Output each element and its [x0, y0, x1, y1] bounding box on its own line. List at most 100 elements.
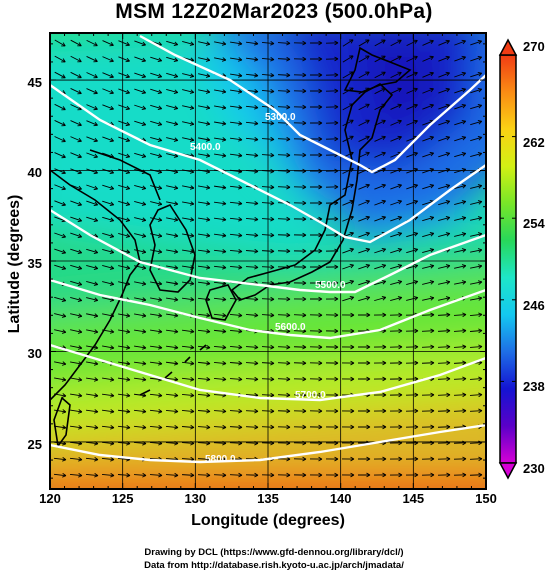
wind-arrow	[149, 424, 163, 430]
wind-arrow	[150, 104, 163, 110]
wind-arrow	[86, 200, 99, 207]
wind-arrow	[165, 345, 179, 350]
wind-arrow	[245, 168, 259, 174]
wind-arrow	[406, 280, 419, 285]
wind-arrow	[198, 185, 211, 190]
wind-arrow	[342, 71, 354, 79]
wind-arrow	[181, 297, 195, 302]
credit-data: Data from http://database.rish.kyoto-u.a…	[144, 560, 404, 571]
wind-arrow	[358, 103, 370, 111]
wind-arrow	[166, 185, 179, 190]
wind-arrow	[197, 440, 211, 446]
wind-arrow	[389, 408, 403, 414]
wind-arrow	[358, 71, 370, 79]
wind-arrow	[117, 377, 131, 382]
wind-arrow	[406, 296, 419, 301]
contour-label: 5700.0	[295, 390, 326, 401]
wind-arrow	[165, 472, 179, 478]
wind-arrow	[198, 121, 211, 126]
wind-arrow	[86, 39, 98, 47]
wind-arrow	[214, 89, 227, 94]
wind-arrow	[245, 105, 259, 110]
wind-arrow	[341, 472, 355, 478]
wind-arrow	[118, 152, 131, 159]
wind-arrow	[86, 88, 98, 95]
wind-arrow	[422, 296, 435, 301]
wind-arrow	[197, 360, 211, 366]
wind-arrow	[85, 425, 99, 430]
wind-arrow	[70, 216, 83, 223]
wind-arrow	[341, 408, 355, 414]
wind-arrow	[133, 409, 147, 414]
wind-arrow	[182, 121, 195, 126]
wind-arrow	[245, 472, 259, 478]
wind-arrow	[229, 264, 243, 270]
wind-arrow	[390, 199, 402, 206]
wind-arrow	[309, 232, 323, 238]
y-tick-label: 25	[27, 436, 42, 452]
wind-arrow	[150, 297, 163, 302]
coastline	[205, 284, 237, 321]
wind-arrow	[277, 408, 291, 414]
wind-arrow	[342, 295, 355, 302]
wind-arrow	[198, 233, 211, 238]
wind-arrow	[453, 376, 467, 382]
wind-arrow	[102, 265, 115, 270]
wind-arrow	[101, 441, 115, 446]
wind-arrow	[405, 360, 419, 366]
wind-arrow	[198, 57, 211, 62]
wind-arrow	[453, 472, 467, 478]
wind-arrow	[406, 248, 419, 254]
wind-arrow	[325, 280, 339, 286]
wind-arrow	[438, 103, 450, 110]
wind-arrow	[421, 360, 435, 366]
wind-arrow	[389, 328, 403, 334]
wind-arrow	[437, 344, 451, 350]
wind-arrow	[213, 424, 227, 430]
wind-arrow	[422, 39, 434, 46]
wind-arrow	[134, 152, 147, 158]
wind-arrow	[437, 424, 451, 430]
wind-arrow	[309, 88, 323, 94]
wind-arrow	[85, 472, 99, 478]
wind-arrow	[166, 169, 179, 174]
wind-arrow	[102, 216, 115, 222]
wind-arrow	[118, 184, 131, 190]
wind-arrow	[390, 39, 402, 47]
wind-arrow	[166, 153, 179, 158]
wind-arrow	[389, 344, 403, 350]
wind-arrow	[134, 88, 147, 95]
wind-arrow	[245, 152, 259, 158]
wind-arrow	[245, 440, 259, 446]
wind-arrow	[181, 440, 195, 446]
contour-line	[50, 84, 486, 244]
wind-arrow	[117, 425, 131, 430]
wind-arrow	[405, 344, 419, 350]
wind-arrow	[390, 103, 402, 110]
wind-arrow	[277, 296, 291, 302]
wind-arrow	[309, 440, 323, 446]
wind-arrow	[261, 440, 275, 446]
wind-arrow	[390, 215, 403, 222]
wind-arrow	[118, 265, 131, 270]
wind-arrow	[358, 215, 370, 222]
wind-arrow	[165, 361, 179, 366]
wind-arrow	[390, 71, 402, 79]
wind-arrow	[389, 472, 403, 478]
wind-arrow	[421, 328, 435, 334]
wind-arrow	[261, 168, 275, 174]
wind-arrow	[261, 408, 275, 414]
wind-arrow	[438, 87, 450, 94]
wind-arrow	[470, 216, 483, 221]
wind-arrow	[309, 472, 323, 478]
wind-arrow	[53, 472, 67, 478]
wind-arrow	[469, 376, 483, 382]
wind-arrow	[150, 88, 163, 95]
wind-arrow	[358, 296, 371, 302]
wind-arrow	[118, 216, 131, 222]
wind-arrow	[134, 201, 147, 206]
wind-arrow	[182, 137, 195, 142]
wind-arrow	[358, 39, 370, 47]
wind-arrow	[358, 231, 370, 238]
wind-arrow	[54, 377, 67, 382]
